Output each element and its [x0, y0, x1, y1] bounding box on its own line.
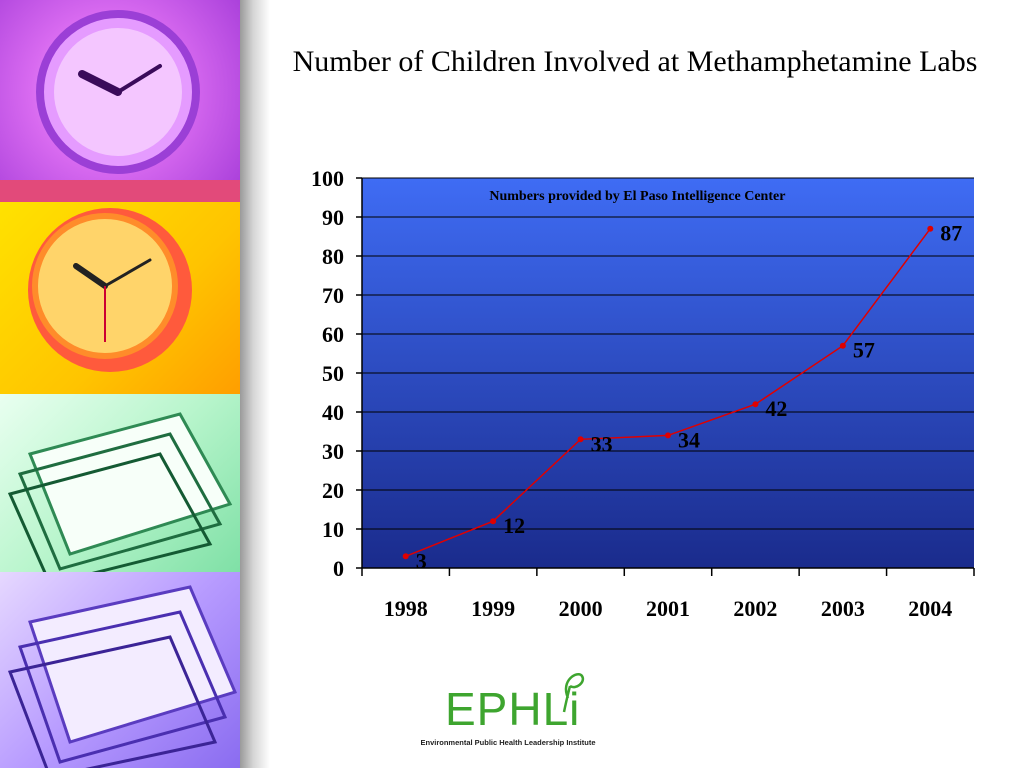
- logo-wordmark: EPHLi: [445, 683, 581, 735]
- x-axis-tick-labels: 1998 1999 2000 2001 2002 2003 2004: [384, 596, 953, 621]
- papers-icon: [7, 412, 233, 572]
- y-tick-label: 50: [322, 361, 344, 386]
- data-label: 57: [853, 338, 875, 363]
- y-tick-label: 20: [322, 478, 344, 503]
- x-tick-label: 1999: [471, 596, 515, 621]
- data-label: 87: [940, 221, 962, 246]
- source-annotation: Numbers provided by El Paso Intelligence…: [489, 189, 785, 204]
- x-tick-label: 2002: [733, 596, 777, 621]
- x-tick-label: 2003: [821, 596, 865, 621]
- papers-icon: [7, 585, 238, 768]
- leaf-icon: [562, 673, 585, 713]
- data-point: [490, 518, 497, 525]
- data-point: [402, 553, 409, 560]
- data-point: [839, 342, 846, 349]
- y-tick-label: 80: [322, 244, 344, 269]
- slide-title: Number of Children Involved at Methamphe…: [292, 45, 978, 78]
- y-tick-label: 0: [333, 556, 344, 581]
- papers-photo-purple: [0, 572, 240, 768]
- data-series: [402, 225, 934, 560]
- clock-icon: [28, 208, 192, 372]
- data-labels: 3 12 33 34 42 57 87: [416, 221, 963, 574]
- y-tick-label: 10: [322, 517, 344, 542]
- y-tick-label: 100: [311, 166, 344, 191]
- sidebar-shadow: [240, 0, 270, 768]
- data-point: [665, 432, 671, 439]
- axes: [356, 177, 975, 576]
- clock-icon: [36, 10, 200, 174]
- line-chart: 0 10 20 30 40 50 60 70 80 90 100 1998 1999 2000 2001 2…: [311, 166, 975, 621]
- y-tick-label: 90: [322, 205, 344, 230]
- data-label: 42: [765, 396, 787, 421]
- y-tick-label: 40: [322, 400, 344, 425]
- y-tick-label: 60: [322, 322, 344, 347]
- data-label: 12: [503, 513, 525, 538]
- data-label: 33: [591, 431, 613, 456]
- clock-photo-purple: [0, 0, 240, 202]
- data-point: [577, 436, 584, 443]
- data-point: [927, 225, 934, 232]
- clock-photo-yellow: [0, 202, 240, 394]
- data-label: 34: [678, 427, 700, 452]
- decorative-photo-strip: [0, 0, 240, 768]
- x-tick-label: 2004: [908, 596, 952, 621]
- y-axis-tick-labels: 0 10 20 30 40 50 60 70 80 90 100: [311, 166, 344, 581]
- data-point: [752, 401, 759, 408]
- logo-tagline: Environmental Public Health Leadership I…: [420, 738, 596, 747]
- ephli-logo: [410, 668, 610, 758]
- x-tick-label: 1998: [384, 596, 428, 621]
- data-label: 3: [416, 548, 427, 573]
- y-tick-label: 30: [322, 439, 344, 464]
- x-tick-label: 2001: [646, 596, 690, 621]
- y-tick-label: 70: [322, 283, 344, 308]
- gridlines: [362, 177, 974, 530]
- x-tick-label: 2000: [559, 596, 603, 621]
- papers-photo-green: [0, 394, 240, 572]
